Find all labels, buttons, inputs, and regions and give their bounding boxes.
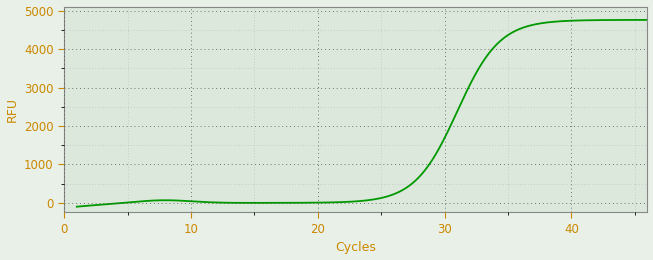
Y-axis label: RFU: RFU <box>6 97 18 122</box>
X-axis label: Cycles: Cycles <box>336 242 376 255</box>
